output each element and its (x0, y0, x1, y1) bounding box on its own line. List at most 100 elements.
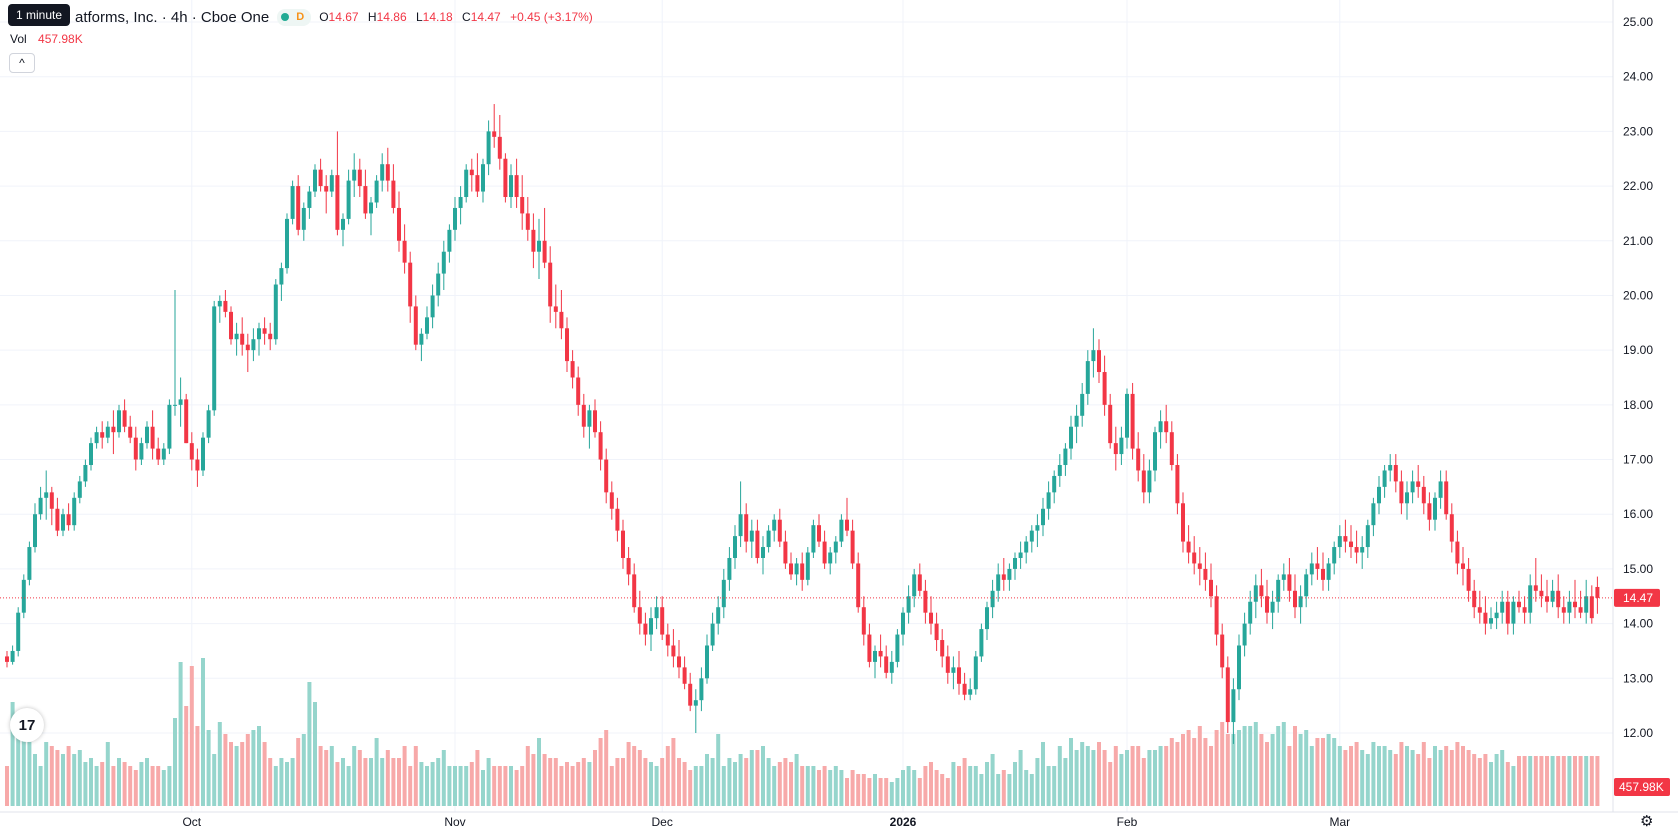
volume-bar (38, 766, 43, 806)
candle (520, 175, 525, 230)
candle-body (503, 158, 508, 198)
candle (492, 104, 497, 148)
candle (1377, 475, 1381, 515)
volume-bar (1573, 756, 1577, 806)
candle-body (1231, 689, 1236, 723)
candle-body (122, 410, 127, 427)
candle (1069, 415, 1073, 460)
candle-body (1528, 585, 1533, 613)
volume-bar (985, 762, 989, 806)
volume-bar (1080, 742, 1085, 806)
volume-bar (301, 734, 306, 806)
candle-body (1024, 541, 1029, 553)
volume-bar (861, 774, 866, 806)
volume-bar (705, 754, 709, 806)
candle (195, 448, 200, 487)
candle-body (598, 432, 603, 460)
candle (1108, 393, 1113, 449)
candle-body (626, 557, 631, 575)
candle-body (1427, 503, 1432, 520)
volume-bar (1438, 750, 1443, 806)
candle-body (240, 333, 245, 345)
volume-bar (1494, 754, 1499, 806)
volume-bar (1057, 746, 1062, 806)
candle-body (1214, 596, 1219, 635)
candle-body (167, 404, 172, 449)
candle-body (1343, 536, 1348, 542)
candle-body (1410, 481, 1415, 493)
candle (929, 596, 933, 635)
candle-body (16, 612, 21, 651)
volume-bar (161, 770, 166, 806)
candle-body (794, 563, 799, 575)
candle (1444, 470, 1449, 520)
volume-bar (805, 766, 810, 806)
volume-bar (839, 770, 844, 806)
candle-body (1029, 530, 1034, 542)
candle (313, 164, 317, 198)
candle (503, 153, 508, 203)
candle-body (413, 306, 418, 345)
candle-body (1309, 563, 1314, 575)
candle (240, 317, 245, 356)
candle (805, 547, 810, 586)
volume-bar (402, 746, 407, 806)
market-status[interactable]: D (277, 8, 312, 26)
gear-icon[interactable]: ⚙ (1640, 813, 1654, 830)
volume-bar (1281, 722, 1286, 806)
volume-bar (1013, 762, 1017, 806)
candle-body (33, 514, 37, 548)
candle-body (990, 590, 995, 608)
volume-bar (100, 762, 105, 806)
candle (604, 448, 609, 504)
candle (33, 503, 37, 553)
tradingview-logo-icon[interactable]: 17 (10, 708, 44, 742)
candle (1052, 470, 1057, 504)
collapse-legend-button[interactable]: ^ (9, 53, 35, 73)
time-tick-label: Oct (182, 815, 201, 829)
candle (783, 530, 788, 569)
volume-bar (1231, 734, 1236, 806)
volume-legend: Vol 457.98K (10, 32, 83, 46)
volume-bar (1511, 766, 1516, 806)
candle-body (273, 284, 278, 340)
candle-body (1192, 552, 1197, 564)
candle (475, 153, 480, 198)
volume-bar (755, 750, 760, 806)
candle-body (945, 656, 950, 673)
last-volume-value: 457.98K (1619, 780, 1664, 794)
volume-bar (1522, 756, 1527, 806)
candle (1382, 465, 1387, 498)
volume-bar (1063, 758, 1068, 806)
symbol-title[interactable]: atforms, Inc. · 4h · Cboe One (75, 8, 270, 26)
candle-body (128, 426, 133, 438)
candle (425, 306, 429, 340)
candle (201, 432, 205, 476)
volume-bar (1091, 750, 1096, 806)
volume-bar (195, 726, 200, 806)
candle (1164, 404, 1169, 444)
candle (481, 158, 485, 203)
volume-bar (1528, 756, 1533, 806)
candle-body (441, 251, 446, 274)
candle (705, 634, 709, 684)
candle (1472, 579, 1477, 619)
candle (223, 289, 228, 318)
time-tick-label: Feb (1117, 815, 1138, 829)
price-tick-label: 12.00 (1623, 726, 1653, 740)
candle (1074, 404, 1079, 444)
candle-body (1220, 634, 1225, 668)
candle-body (1097, 350, 1101, 373)
candle (184, 393, 189, 444)
candle-body (1001, 574, 1006, 580)
price-tick-label: 14.00 (1623, 617, 1653, 631)
candle-body (161, 448, 166, 460)
candle-body (621, 530, 625, 558)
volume-bar (716, 734, 721, 806)
candle (1007, 563, 1012, 591)
volume-bar (671, 738, 676, 806)
candle-body (173, 404, 177, 406)
candle-body (38, 497, 43, 515)
volume-bar (1461, 746, 1465, 806)
